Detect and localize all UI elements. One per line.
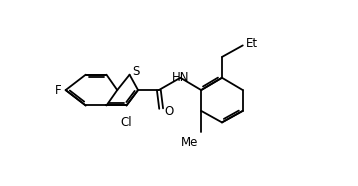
Text: Cl: Cl: [121, 116, 132, 129]
Text: HN: HN: [171, 71, 189, 84]
Text: F: F: [54, 84, 61, 97]
Text: S: S: [133, 65, 140, 78]
Text: Et: Et: [246, 37, 258, 50]
Text: Me: Me: [181, 136, 198, 149]
Text: O: O: [164, 105, 174, 118]
